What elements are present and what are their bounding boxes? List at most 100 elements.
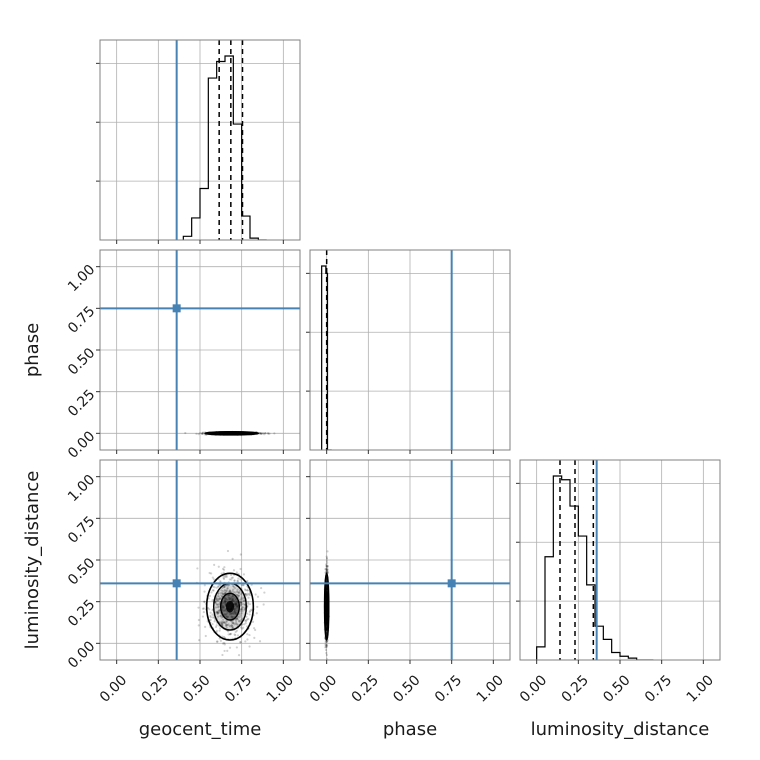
scatter-point	[223, 609, 226, 612]
scatter-point	[201, 615, 205, 618]
scatter-point	[198, 431, 202, 435]
scatter-point	[241, 606, 244, 609]
scatter-point	[228, 578, 231, 581]
scatter-point	[231, 611, 234, 615]
scatter-point	[222, 571, 225, 574]
scatter-point	[231, 590, 234, 593]
scatter-point	[227, 593, 231, 597]
scatter-point	[325, 613, 328, 616]
scatter-point	[217, 592, 220, 595]
scatter-point	[240, 601, 243, 604]
scatter-point	[236, 606, 239, 609]
scatter-point	[240, 608, 244, 611]
scatter-point	[231, 616, 234, 619]
scatter-point	[230, 578, 233, 581]
scatter-point	[223, 585, 226, 589]
scatter-point	[325, 614, 328, 617]
panel-phase-geocent-time: 0.00 0.25 0.50 0.75 1.00	[65, 249, 301, 462]
x-tick-label: 1.00	[684, 672, 717, 705]
scatter-point	[215, 602, 218, 606]
scatter-point	[231, 624, 234, 628]
scatter-point	[239, 578, 242, 581]
scatter-point	[232, 569, 236, 572]
scatter-point	[217, 565, 220, 568]
scatter-point	[220, 594, 223, 597]
scatter-point	[235, 593, 238, 596]
scatter-point	[237, 591, 240, 595]
x-tick-label: 1.00	[474, 672, 507, 705]
scatter-point	[229, 632, 232, 636]
scatter-point	[197, 606, 200, 609]
scatter-point	[325, 621, 328, 625]
scatter-point	[233, 601, 237, 604]
y-tick-label: 0.00	[65, 638, 98, 671]
scatter-point	[238, 589, 242, 592]
scatter-point	[208, 571, 211, 575]
scatter-point	[246, 594, 249, 597]
x-tick-label: 0.75	[642, 672, 675, 705]
scatter-point	[325, 612, 328, 616]
scatter-point	[231, 576, 234, 579]
scatter-point	[222, 642, 225, 645]
scatter-point	[227, 584, 230, 587]
scatter-point	[215, 629, 218, 632]
scatter-point	[325, 570, 328, 573]
scatter-point	[214, 606, 218, 609]
scatter-point	[215, 611, 218, 614]
scatter-point	[326, 564, 329, 568]
panel-content	[520, 460, 720, 660]
scatter-point	[325, 555, 328, 558]
scatter-point	[211, 576, 214, 579]
scatter-point	[325, 620, 328, 623]
y-axis-label-luminosity-distance: luminosity_distance	[22, 471, 43, 650]
scatter-point	[240, 608, 243, 611]
scatter-point	[260, 432, 263, 435]
scatter-point	[216, 603, 219, 606]
scatter-point	[240, 612, 243, 615]
scatter-point	[232, 585, 236, 588]
scatter-point	[225, 620, 228, 624]
y-axis-label-phase: phase	[22, 323, 43, 377]
x-tick-label: 0.25	[139, 672, 172, 705]
scatter-point	[324, 646, 327, 649]
scatter-point	[223, 612, 226, 616]
scatter-point	[255, 612, 258, 615]
scatter-point	[237, 591, 240, 594]
scatter-point	[324, 643, 327, 646]
y-tick-label: 0.50	[65, 555, 98, 588]
scatter-point	[243, 608, 246, 611]
scatter-point	[234, 612, 238, 615]
scatter-point	[231, 626, 235, 629]
scatter-point	[231, 595, 234, 598]
scatter-point	[325, 614, 328, 617]
density-peak	[324, 600, 329, 613]
scatter-point	[221, 606, 224, 610]
scatter-point	[223, 585, 226, 588]
scatter-point	[230, 612, 233, 615]
scatter-point	[218, 611, 221, 614]
scatter-point	[233, 633, 236, 636]
scatter-point	[216, 599, 219, 602]
x-tick-label: 1.00	[264, 672, 297, 705]
scatter-point	[231, 597, 234, 600]
scatter-point	[220, 616, 223, 619]
scatter-point	[222, 593, 225, 596]
y-tick-label: 1.00	[65, 472, 98, 505]
scatter-point	[225, 624, 228, 628]
scatter-point	[224, 432, 228, 435]
scatter-point	[221, 620, 224, 624]
scatter-point	[221, 592, 224, 596]
scatter-point	[204, 634, 207, 638]
scatter-point	[213, 563, 216, 567]
scatter-point	[235, 608, 238, 611]
scatter-point	[223, 592, 226, 596]
scatter-point	[229, 590, 232, 594]
scatter-point	[220, 591, 223, 595]
scatter-point	[209, 614, 212, 617]
scatter-point	[226, 587, 229, 590]
scatter-point	[232, 622, 235, 625]
x-tick-label: 0.00	[307, 672, 340, 705]
scatter-point	[326, 570, 329, 573]
scatter-point	[325, 597, 328, 600]
scatter-point	[225, 619, 228, 623]
